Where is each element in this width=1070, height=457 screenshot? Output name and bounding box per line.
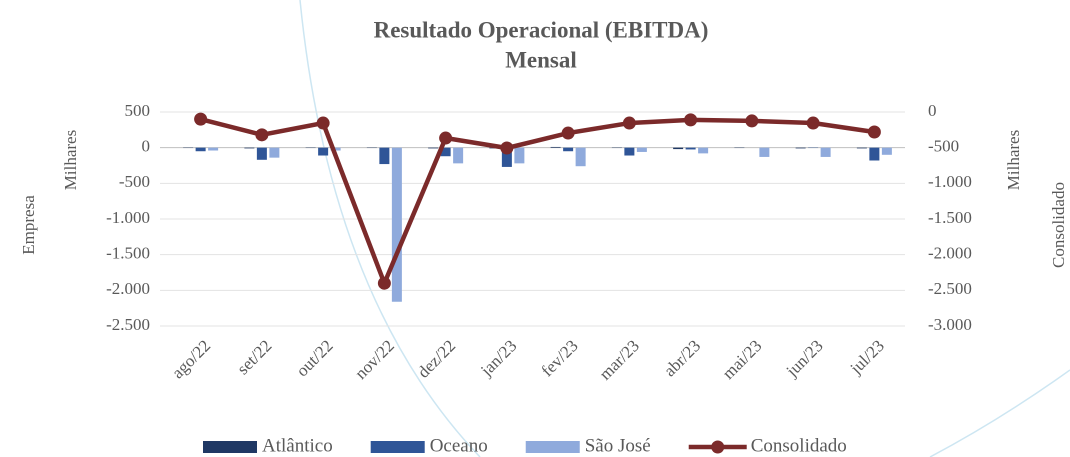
x-tick-label: set/22 — [233, 336, 275, 378]
line-marker — [194, 112, 208, 126]
legend-label: Consolidado — [751, 435, 847, 456]
x-tick-label: jun/23 — [782, 336, 827, 381]
legend-label: Oceano — [430, 435, 488, 456]
bar — [698, 147, 709, 154]
y2-tick-label: -3.000 — [928, 315, 972, 334]
x-tick-label: nov/22 — [351, 336, 398, 383]
legend-swatch — [711, 440, 725, 454]
line-marker — [561, 126, 575, 140]
x-tick-label: out/22 — [293, 336, 337, 380]
bar — [636, 147, 647, 152]
bar — [685, 147, 696, 150]
bar — [795, 147, 806, 149]
bar — [318, 147, 329, 156]
y2-axis-unit: Milhares — [1004, 130, 1023, 190]
chart-title: Resultado Operacional (EBITDA) — [374, 17, 709, 42]
line-marker — [439, 131, 453, 145]
line-marker — [255, 128, 269, 142]
bar — [244, 147, 255, 149]
bar — [330, 147, 341, 151]
y-tick-label: 500 — [125, 101, 151, 120]
legend-label: Atlântico — [262, 435, 333, 456]
bar — [440, 147, 451, 157]
bar — [820, 147, 831, 157]
y-axis-unit: Milhares — [61, 130, 80, 190]
line-marker — [684, 113, 698, 127]
x-tick-label: dez/22 — [414, 336, 459, 381]
line-marker — [500, 141, 514, 155]
chart-title: Mensal — [505, 47, 577, 72]
y2-tick-label: -500 — [928, 137, 959, 156]
y-tick-label: -2.500 — [106, 315, 150, 334]
bar — [195, 147, 206, 152]
x-tick-label: abr/23 — [660, 336, 704, 380]
bar — [391, 147, 402, 302]
y2-tick-label: -1.500 — [928, 208, 972, 227]
y-tick-label: -500 — [119, 172, 150, 191]
bar — [501, 147, 512, 167]
bar — [856, 147, 867, 149]
line-marker — [622, 116, 636, 130]
x-tick-label: jul/23 — [846, 336, 888, 378]
bar — [208, 147, 219, 151]
line-marker — [316, 116, 330, 130]
bar — [881, 147, 892, 155]
bar — [624, 147, 635, 156]
bar — [269, 147, 280, 158]
line — [200, 116, 875, 290]
legend-label: São José — [585, 435, 651, 456]
bar — [563, 147, 574, 152]
y-tick-label: 0 — [142, 137, 151, 156]
legend-swatch — [370, 441, 425, 453]
line-marker — [745, 114, 759, 128]
x-tick-label: jan/23 — [476, 336, 520, 380]
x-tick-label: mar/23 — [595, 336, 642, 383]
x-tick-label: fev/23 — [538, 336, 582, 380]
y2-tick-label: -2.000 — [928, 244, 972, 263]
legend-swatch — [203, 441, 257, 453]
bar — [550, 146, 561, 148]
bar — [869, 147, 880, 161]
line-marker — [867, 125, 881, 139]
line-marker — [377, 276, 391, 290]
y-tick-label: -1.500 — [106, 244, 150, 263]
line-marker — [806, 116, 820, 130]
bar — [673, 147, 684, 150]
y2-tick-label: -1.000 — [928, 172, 972, 191]
y-tick-label: -2.000 — [106, 279, 150, 298]
bar — [759, 147, 770, 157]
y2-tick-label: 0 — [928, 101, 937, 120]
x-tick-label: ago/22 — [168, 336, 214, 382]
x-tick-label: mai/23 — [719, 336, 766, 383]
bar — [379, 147, 390, 165]
y-tick-label: -1.000 — [106, 208, 150, 227]
decor-arc — [929, 369, 1070, 457]
bar — [428, 147, 439, 149]
bar — [453, 147, 464, 164]
bar — [575, 147, 586, 167]
bar — [514, 147, 525, 164]
bar — [256, 147, 267, 160]
decor-arc — [299, 0, 481, 457]
y2-tick-label: -2.500 — [928, 279, 972, 298]
y-axis-label: Empresa — [19, 195, 38, 255]
legend-swatch — [525, 441, 580, 453]
y2-axis-label: Consolidado — [1049, 182, 1068, 268]
